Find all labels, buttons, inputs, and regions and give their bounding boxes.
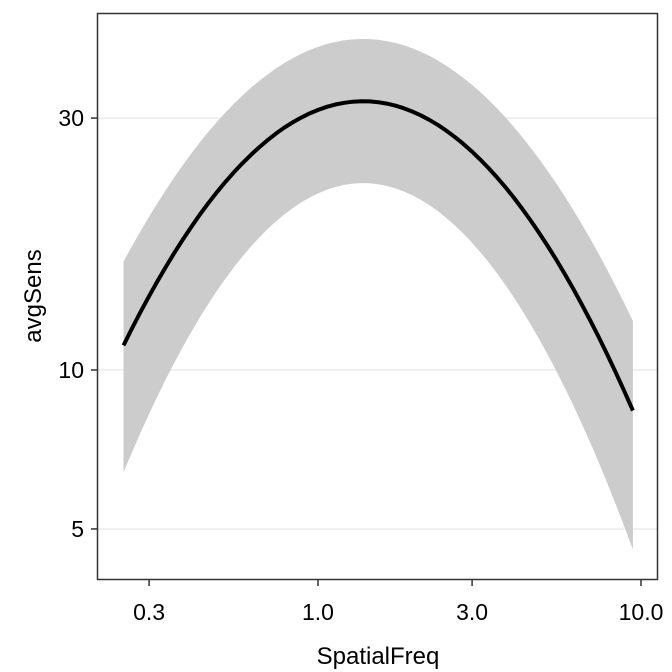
panel-border [96, 12, 659, 581]
fit-line [121, 99, 635, 412]
x-axis: 0.3 1.0 3.0 10.0 [133, 580, 663, 625]
y-tick-label: 10 [58, 357, 84, 383]
y-tick-label: 30 [58, 105, 84, 131]
x-tick-label: 3.0 [456, 599, 488, 625]
y-tick-label: 5 [71, 516, 84, 542]
x-axis-title: SpatialFreq [317, 643, 440, 670]
x-tick-label: 1.0 [302, 599, 334, 625]
confidence-ribbon [123, 39, 633, 550]
y-axis-title: avgSens [20, 249, 47, 342]
x-tick-label: 10.0 [619, 599, 664, 625]
x-tick-label: 0.3 [133, 599, 165, 625]
y-axis: 5 10 30 [58, 105, 97, 542]
